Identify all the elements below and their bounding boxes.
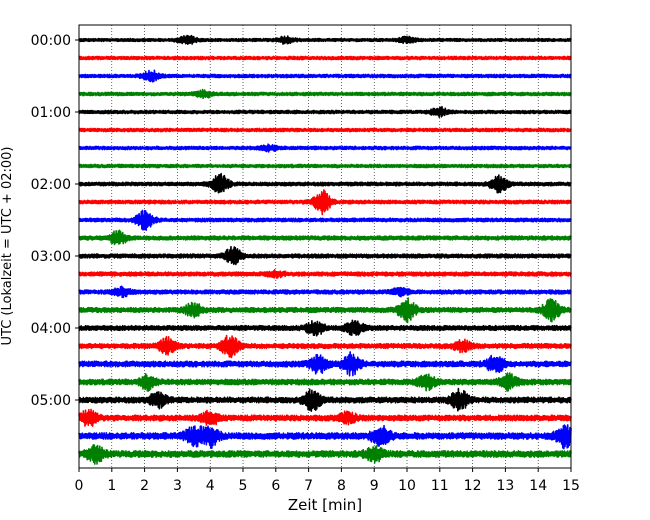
y-tick-label-02:00: 02:00 — [31, 177, 71, 193]
x-tick-label-11: 11 — [431, 478, 449, 494]
y-tick-label-00:00: 00:00 — [31, 33, 71, 49]
trace-00:15 — [78, 55, 572, 61]
x-tick-label-14: 14 — [529, 478, 547, 494]
x-tick-label-2: 2 — [140, 478, 149, 494]
x-tick-label-4: 4 — [206, 478, 215, 494]
x-tick-label-15: 15 — [562, 478, 580, 494]
trace-02:15 — [78, 189, 572, 216]
y-tick-label-03:00: 03:00 — [31, 249, 71, 265]
trace-04:00 — [78, 319, 572, 337]
x-tick-label-7: 7 — [304, 478, 313, 494]
trace-05:15 — [78, 408, 572, 427]
x-tick-label-5: 5 — [239, 478, 248, 494]
y-tick-label-04:00: 04:00 — [31, 321, 71, 337]
trace-01:30 — [78, 143, 572, 153]
x-tick-label-0: 0 — [75, 478, 84, 494]
x-tick-label-9: 9 — [370, 478, 379, 494]
trace-05:00 — [78, 387, 572, 412]
trace-03:45 — [78, 297, 572, 324]
trace-00:45 — [78, 88, 572, 100]
trace-03:15 — [78, 269, 572, 279]
trace-03:30 — [78, 285, 572, 299]
y-tick-label-01:00: 01:00 — [31, 105, 71, 121]
trace-01:00 — [78, 105, 572, 118]
trace-02:00 — [78, 172, 572, 194]
x-axis-ticks: 0 1 2 3 4 5 6 7 8 9 10 11 12 13 14 15 — [75, 468, 580, 494]
trace-02:45 — [78, 229, 572, 246]
trace-04:15 — [78, 334, 572, 359]
x-tick-label-13: 13 — [496, 478, 514, 494]
seismic-traces — [78, 34, 572, 465]
trace-05:30 — [78, 424, 572, 450]
y-axis-label: UTC (Lokalzeit = UTC + 02:00) — [0, 147, 15, 346]
x-tick-label-3: 3 — [173, 478, 182, 494]
x-tick-label-12: 12 — [464, 478, 482, 494]
trace-00:30 — [78, 69, 572, 83]
trace-00:00 — [78, 34, 572, 46]
x-axis-label: Zeit [min] — [288, 496, 362, 514]
x-tick-label-1: 1 — [107, 478, 116, 494]
x-tick-label-6: 6 — [271, 478, 280, 494]
y-axis-ticks: 00:00 01:00 02:00 03:00 04:00 05:00 — [31, 33, 79, 409]
trace-01:45 — [78, 163, 572, 169]
trace-02:30 — [78, 209, 572, 231]
trace-03:00 — [78, 245, 572, 266]
plot-frame — [78, 24, 572, 469]
y-tick-label-05:00: 05:00 — [31, 393, 71, 409]
trace-04:30 — [78, 351, 572, 377]
trace-04:45 — [78, 372, 572, 392]
trace-01:15 — [78, 127, 572, 133]
x-tick-label-8: 8 — [337, 478, 346, 494]
x-tick-label-10: 10 — [398, 478, 416, 494]
trace-05:45 — [78, 444, 572, 465]
